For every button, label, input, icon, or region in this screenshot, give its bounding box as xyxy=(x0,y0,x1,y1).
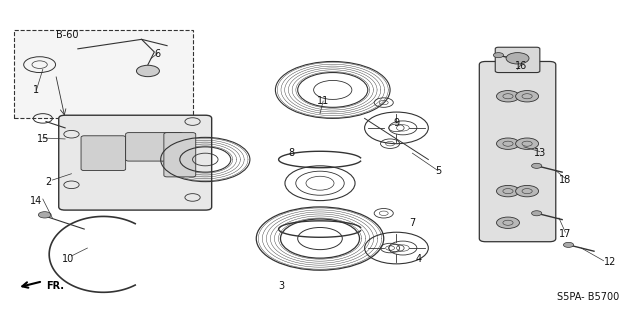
Circle shape xyxy=(532,163,541,168)
Text: 17: 17 xyxy=(559,229,572,239)
FancyBboxPatch shape xyxy=(495,47,540,72)
Text: 12: 12 xyxy=(604,257,616,267)
Text: 13: 13 xyxy=(534,148,546,158)
Circle shape xyxy=(497,138,520,149)
Text: 2: 2 xyxy=(45,177,51,187)
Text: 7: 7 xyxy=(409,218,415,228)
Text: B-60: B-60 xyxy=(56,30,78,40)
Text: 18: 18 xyxy=(559,175,572,185)
Circle shape xyxy=(516,185,539,197)
Circle shape xyxy=(136,65,159,77)
Circle shape xyxy=(497,91,520,102)
Circle shape xyxy=(493,53,504,58)
Circle shape xyxy=(516,91,539,102)
Text: 11: 11 xyxy=(317,96,330,106)
Circle shape xyxy=(38,212,51,218)
Text: S5PA- B5700: S5PA- B5700 xyxy=(557,292,620,302)
FancyBboxPatch shape xyxy=(479,62,556,242)
Text: 14: 14 xyxy=(30,196,43,206)
Text: 15: 15 xyxy=(36,134,49,144)
Text: 9: 9 xyxy=(394,118,399,128)
Bar xyxy=(14,30,193,118)
Text: 8: 8 xyxy=(288,148,294,158)
Circle shape xyxy=(497,217,520,228)
Text: 3: 3 xyxy=(278,281,285,291)
Circle shape xyxy=(497,185,520,197)
Text: FR.: FR. xyxy=(46,281,64,291)
Text: 1: 1 xyxy=(33,85,40,95)
Circle shape xyxy=(506,53,529,64)
Text: 6: 6 xyxy=(154,48,161,59)
FancyBboxPatch shape xyxy=(125,133,183,161)
FancyBboxPatch shape xyxy=(164,133,196,177)
Text: 10: 10 xyxy=(62,254,74,264)
FancyBboxPatch shape xyxy=(59,115,212,210)
Text: 4: 4 xyxy=(416,254,422,264)
Text: 5: 5 xyxy=(435,166,441,175)
Circle shape xyxy=(532,211,541,216)
Circle shape xyxy=(516,138,539,149)
FancyBboxPatch shape xyxy=(81,136,125,171)
Circle shape xyxy=(563,242,573,248)
Text: 16: 16 xyxy=(515,61,527,71)
